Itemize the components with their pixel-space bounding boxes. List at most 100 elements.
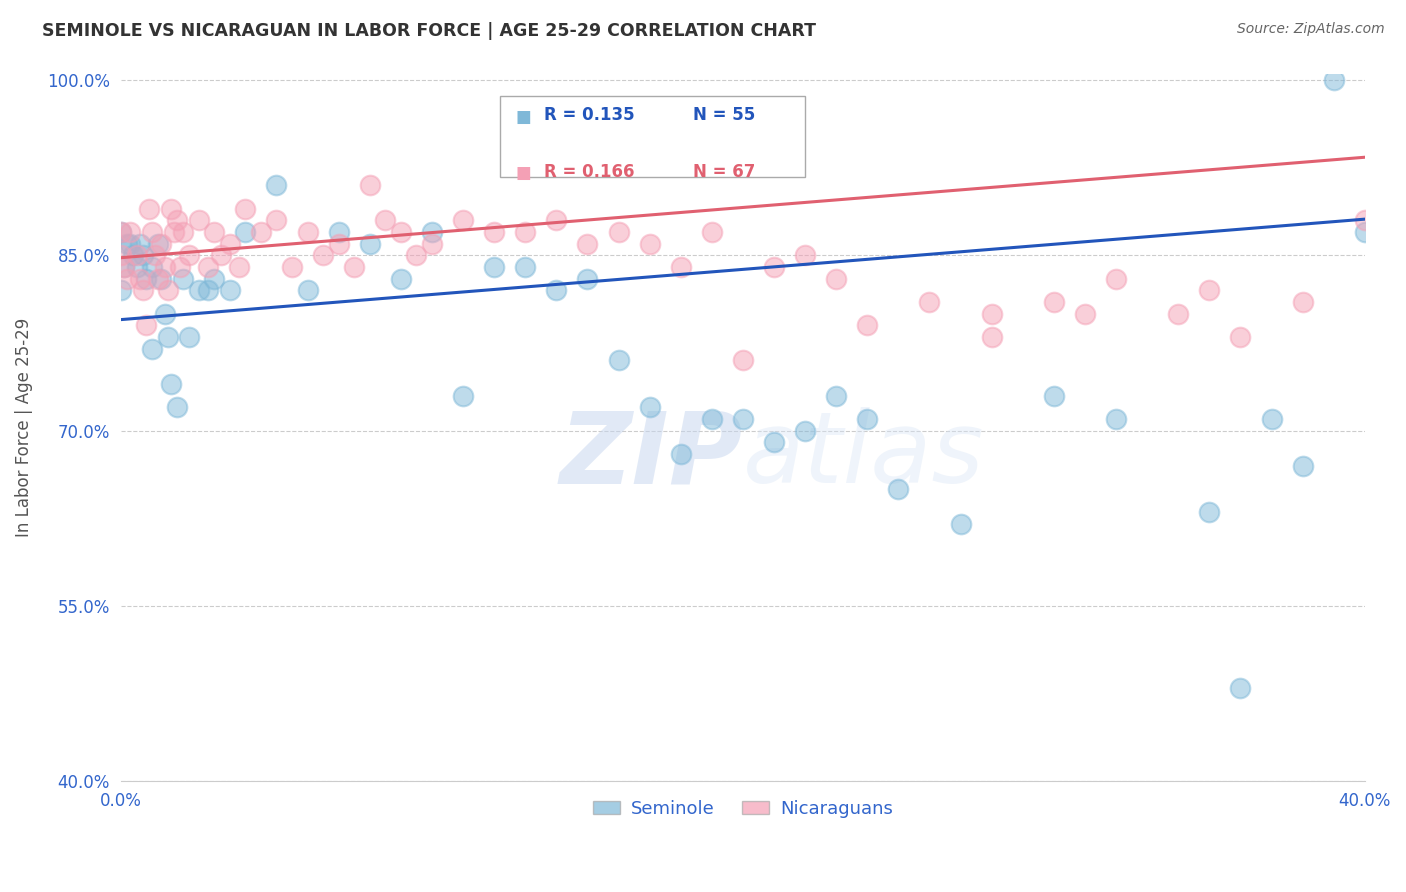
- Point: [669, 260, 692, 274]
- Point: [328, 225, 350, 239]
- Point: [153, 307, 176, 321]
- FancyBboxPatch shape: [501, 95, 806, 177]
- Point: [1323, 73, 1346, 87]
- Point: [266, 213, 288, 227]
- Point: [148, 236, 170, 251]
- Point: [374, 213, 396, 227]
- Text: atlas: atlas: [742, 408, 984, 504]
- Point: [1198, 284, 1220, 298]
- Point: [420, 236, 443, 251]
- Point: [1074, 307, 1097, 321]
- Point: [1260, 412, 1282, 426]
- Point: [138, 202, 160, 216]
- Point: [297, 225, 319, 239]
- Point: [135, 271, 157, 285]
- Point: [218, 236, 240, 251]
- Point: [515, 225, 537, 239]
- Point: [218, 284, 240, 298]
- Point: [1105, 271, 1128, 285]
- Point: [762, 260, 785, 274]
- Point: [166, 213, 188, 227]
- Point: [482, 225, 505, 239]
- Point: [128, 236, 150, 251]
- Text: R = 0.166: R = 0.166: [544, 162, 634, 181]
- Point: [359, 236, 381, 251]
- Point: [110, 225, 132, 239]
- Point: [328, 236, 350, 251]
- Point: [607, 225, 630, 239]
- Point: [1229, 681, 1251, 695]
- Point: [125, 260, 148, 274]
- Point: [125, 248, 148, 262]
- Point: [638, 236, 661, 251]
- Text: ■: ■: [515, 164, 531, 182]
- Point: [1291, 458, 1313, 473]
- Point: [266, 178, 288, 193]
- Point: [166, 401, 188, 415]
- Point: [135, 318, 157, 333]
- Point: [197, 260, 219, 274]
- Point: [141, 225, 163, 239]
- Point: [420, 225, 443, 239]
- Point: [546, 213, 568, 227]
- Point: [607, 353, 630, 368]
- Point: [172, 225, 194, 239]
- Point: [343, 260, 366, 274]
- Point: [731, 353, 754, 368]
- Point: [405, 248, 427, 262]
- Point: [482, 260, 505, 274]
- Point: [179, 248, 201, 262]
- Point: [980, 330, 1002, 344]
- Point: [120, 236, 142, 251]
- Point: [762, 435, 785, 450]
- Text: ZIP: ZIP: [560, 408, 742, 504]
- Point: [122, 248, 145, 262]
- Point: [159, 202, 181, 216]
- Point: [700, 412, 723, 426]
- Point: [132, 248, 155, 262]
- Point: [669, 447, 692, 461]
- Text: R = 0.135: R = 0.135: [544, 106, 634, 124]
- Point: [179, 330, 201, 344]
- Point: [700, 225, 723, 239]
- Point: [150, 271, 173, 285]
- Point: [359, 178, 381, 193]
- Point: [159, 376, 181, 391]
- Point: [156, 284, 179, 298]
- Point: [202, 271, 225, 285]
- Point: [1105, 412, 1128, 426]
- Text: ■: ■: [515, 108, 531, 127]
- Point: [949, 516, 972, 531]
- Point: [143, 248, 166, 262]
- Point: [1354, 213, 1376, 227]
- Point: [235, 225, 257, 239]
- Point: [110, 225, 132, 239]
- Point: [887, 482, 910, 496]
- Point: [202, 225, 225, 239]
- Point: [141, 260, 163, 274]
- Point: [150, 236, 173, 251]
- Point: [110, 284, 132, 298]
- Point: [856, 318, 879, 333]
- Text: N = 67: N = 67: [693, 162, 755, 181]
- Point: [794, 248, 817, 262]
- Point: [638, 401, 661, 415]
- Point: [1043, 388, 1066, 402]
- Point: [515, 260, 537, 274]
- Point: [918, 295, 941, 310]
- Point: [451, 213, 474, 227]
- Point: [794, 424, 817, 438]
- Point: [250, 225, 273, 239]
- Point: [169, 260, 191, 274]
- Point: [132, 284, 155, 298]
- Point: [1043, 295, 1066, 310]
- Point: [1354, 225, 1376, 239]
- Point: [228, 260, 250, 274]
- Point: [825, 271, 848, 285]
- Point: [128, 271, 150, 285]
- Point: [389, 225, 412, 239]
- Point: [1198, 505, 1220, 519]
- Point: [980, 307, 1002, 321]
- Point: [141, 342, 163, 356]
- Point: [389, 271, 412, 285]
